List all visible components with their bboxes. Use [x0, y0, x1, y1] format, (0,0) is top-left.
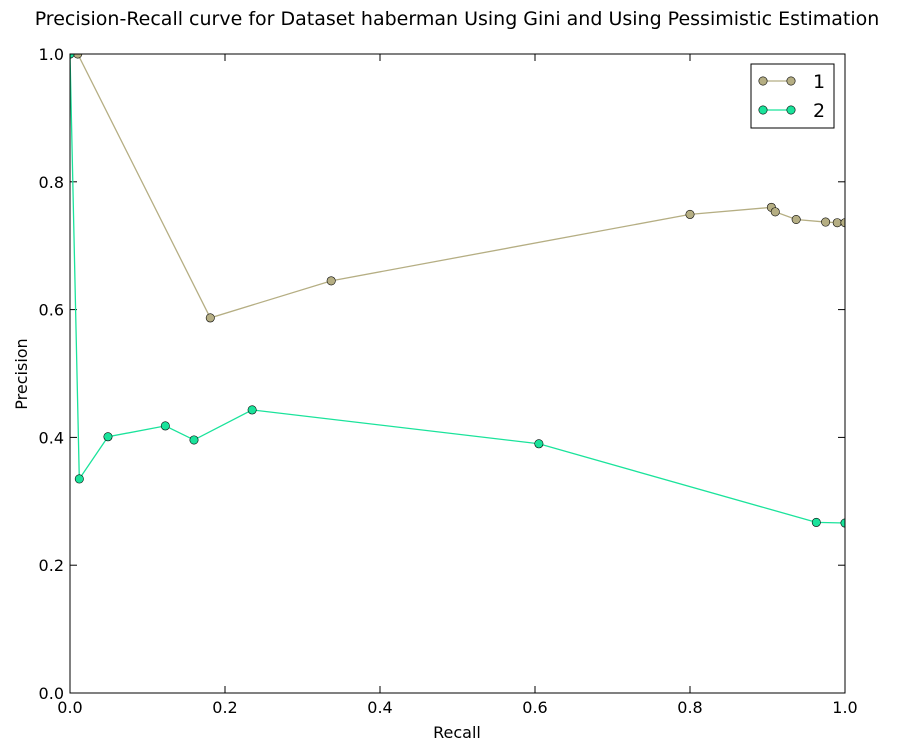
legend-marker-2: [786, 105, 796, 115]
series-1-point: [791, 215, 801, 225]
y-tick-label: 0.4: [39, 428, 64, 447]
y-tick-label: 0.0: [39, 684, 64, 703]
series-2-point: [247, 405, 257, 415]
series-1-point: [770, 207, 780, 217]
series-group: [70, 54, 845, 528]
series-2-point: [534, 439, 544, 449]
x-tick-label: 0.2: [212, 698, 237, 717]
legend-marker-2: [758, 105, 768, 115]
series-1-point: [685, 209, 695, 219]
y-tick-label: 1.0: [39, 45, 64, 64]
x-tick-label: 0.0: [57, 698, 82, 717]
x-tick-label: 0.8: [677, 698, 702, 717]
legend-marker-1: [758, 76, 768, 86]
series-1-line: [70, 54, 845, 319]
legend: 12: [750, 63, 835, 129]
plot-area: 0.0 0.2 0.4 0.6 0.8 1.0 0.0 0.2 0.4 0.6 0.8 1.0: [39, 45, 858, 717]
axes-frame: [69, 53, 846, 694]
series-1-point: [326, 276, 336, 286]
legend-label-1: 1: [813, 71, 825, 93]
series-2-line: [70, 54, 845, 524]
y-tick-label: 0.8: [39, 173, 64, 192]
legend-box: [750, 63, 835, 129]
series-1-point: [821, 217, 831, 227]
legend-marker-1: [786, 76, 796, 86]
y-tick-label: 0.6: [39, 301, 64, 320]
series-1-point: [832, 218, 842, 228]
chart-title: Precision-Recall curve for Dataset haber…: [35, 8, 880, 30]
x-tick-label: 0.4: [367, 698, 392, 717]
y-axis-label: Precision: [12, 338, 31, 409]
series-2-point: [103, 432, 113, 442]
series-1-point: [205, 313, 215, 323]
legend-label-2: 2: [813, 100, 825, 122]
series-2-point: [189, 435, 199, 445]
series-2-point: [811, 517, 821, 527]
series-2-point: [160, 421, 170, 431]
x-tick-label: 1.0: [832, 698, 857, 717]
x-tick-label: 0.6: [522, 698, 547, 717]
y-tick-label: 0.2: [39, 556, 64, 575]
series-1-point: [73, 54, 83, 59]
x-axis-label: Recall: [433, 723, 481, 742]
series-2-point: [74, 474, 84, 484]
